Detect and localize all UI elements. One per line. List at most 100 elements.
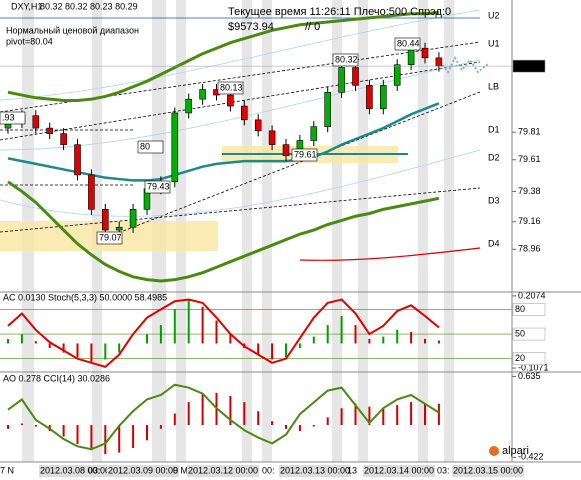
candle-body xyxy=(60,133,67,145)
candle-body xyxy=(421,47,429,59)
session-stripe xyxy=(332,0,342,462)
time-label-box xyxy=(452,465,524,477)
y-tick-label: 0.2074 xyxy=(518,290,546,300)
y-tick-label: 79.16 xyxy=(518,216,541,226)
time-label: 2012.03.14 00:00 xyxy=(364,465,434,475)
candle-body xyxy=(393,64,401,86)
candle-body xyxy=(88,174,95,210)
lower-level-line xyxy=(299,247,481,261)
time-label: 03: xyxy=(437,465,450,475)
candle-body xyxy=(366,85,373,110)
y-tick-label: 78.96 xyxy=(518,244,541,254)
envelope-lines xyxy=(0,9,481,217)
time-label: 2012.03.15 00:00 xyxy=(453,465,523,475)
pivot: pivot=80.04 xyxy=(6,36,53,46)
candle-body xyxy=(102,209,109,231)
annotation: 80.13 xyxy=(220,82,243,92)
range-note: Нормальный ценовой диапазон xyxy=(6,25,139,35)
annotation: 80.44 xyxy=(397,38,420,48)
y2-tick-label: 50 xyxy=(515,328,525,338)
annotation: .93 xyxy=(2,112,15,122)
current-price-box xyxy=(512,59,546,73)
ohlc: 80.32 80.32 80.23 80.29 xyxy=(40,1,138,11)
time-label-box xyxy=(363,465,435,477)
annotation: 79.61 xyxy=(294,149,317,159)
moving-average xyxy=(7,10,440,103)
annotation: 80.32 xyxy=(335,54,358,64)
y2-tick-label-box xyxy=(512,303,546,316)
y-tick-label: 0.635 xyxy=(518,371,541,381)
channel-line xyxy=(0,187,481,233)
candle-body xyxy=(352,67,359,86)
time-label: 7 N xyxy=(0,465,14,475)
time-label: 2012.03.13 00:00 xyxy=(280,465,350,475)
time-label: 2012.03.08 00:00 xyxy=(40,465,110,475)
candle-body xyxy=(46,127,54,134)
current-price: 80.29 xyxy=(515,60,538,70)
session-stripe xyxy=(262,0,272,462)
candle-body xyxy=(435,57,443,67)
annotation-box xyxy=(137,140,164,154)
y-tick-label: -0.1071 xyxy=(518,362,549,372)
moving-average xyxy=(7,180,440,283)
ac-title: AC 0.0130 Stoch(5,3,3) 50.0000 58.4985 xyxy=(3,292,167,302)
time-label-box xyxy=(279,465,351,477)
candle-body xyxy=(254,119,262,132)
balance: $9573.94 xyxy=(228,21,274,33)
candle-body xyxy=(171,112,179,183)
annotation-box xyxy=(0,111,26,125)
y-tick-label: 79.81 xyxy=(518,127,541,137)
envelope-line xyxy=(0,59,481,151)
envelope-line xyxy=(0,9,481,101)
level-label: D1 xyxy=(488,124,500,134)
candle-body xyxy=(282,144,290,156)
candle-body xyxy=(310,126,318,141)
candle-body xyxy=(268,130,276,145)
time-label: 00: xyxy=(262,465,275,475)
logo-icon xyxy=(489,446,499,456)
session-stripe xyxy=(242,0,252,462)
candle-body xyxy=(129,209,137,228)
level-label: U2 xyxy=(488,10,500,20)
level-label: U1 xyxy=(488,38,500,48)
ao-title: AO 0.278 CCI(14) 30.0286 xyxy=(3,373,110,383)
candle-body xyxy=(74,144,81,176)
plot: 79.81 79.61 79.38 79.16 78.96 80.29 U2 U1 LB D1 D2… xyxy=(0,10,549,477)
status: Текущее время 11:26:11 Плечо:500 Спрэд:0 xyxy=(228,6,451,18)
y-tick-label: 79.38 xyxy=(518,186,541,196)
annotation-box xyxy=(96,231,123,245)
indicator-line xyxy=(7,298,440,369)
time-label: 2012.03.09 00:00 xyxy=(108,465,178,475)
annotation: 79.07 xyxy=(99,232,122,242)
candle-body xyxy=(241,105,248,121)
annotation-box xyxy=(332,53,359,67)
candle-body xyxy=(407,47,415,66)
y-tick-label: 79.61 xyxy=(518,154,541,164)
candle-body xyxy=(199,89,206,100)
time-label: 9 M xyxy=(173,465,188,475)
session-stripe xyxy=(444,0,454,462)
time-label: 03: xyxy=(88,465,101,475)
envelope-line xyxy=(0,149,481,217)
y2-tick-label-box xyxy=(512,327,546,341)
time-label: 2012.03.12 00:00 xyxy=(188,465,258,475)
candle-body xyxy=(32,115,40,129)
logo: alpari xyxy=(502,445,529,457)
time-label: 13 xyxy=(347,465,357,475)
y2-tick-label: 80 xyxy=(515,304,525,314)
annotation: 79.43 xyxy=(147,181,170,191)
y2-tick-label-box xyxy=(512,352,546,365)
candle-body xyxy=(227,94,234,107)
indicator-line xyxy=(7,383,440,451)
session-stripe xyxy=(358,0,368,462)
session-stripe xyxy=(418,0,428,462)
level-label: D2 xyxy=(488,152,500,162)
candle-body xyxy=(379,85,387,110)
level-label: LB xyxy=(488,81,499,91)
annotation-box xyxy=(394,37,421,51)
annotation-box xyxy=(144,180,171,194)
annotation-box xyxy=(217,81,244,95)
candle-body xyxy=(338,67,345,93)
level-label: D3 xyxy=(488,195,500,205)
